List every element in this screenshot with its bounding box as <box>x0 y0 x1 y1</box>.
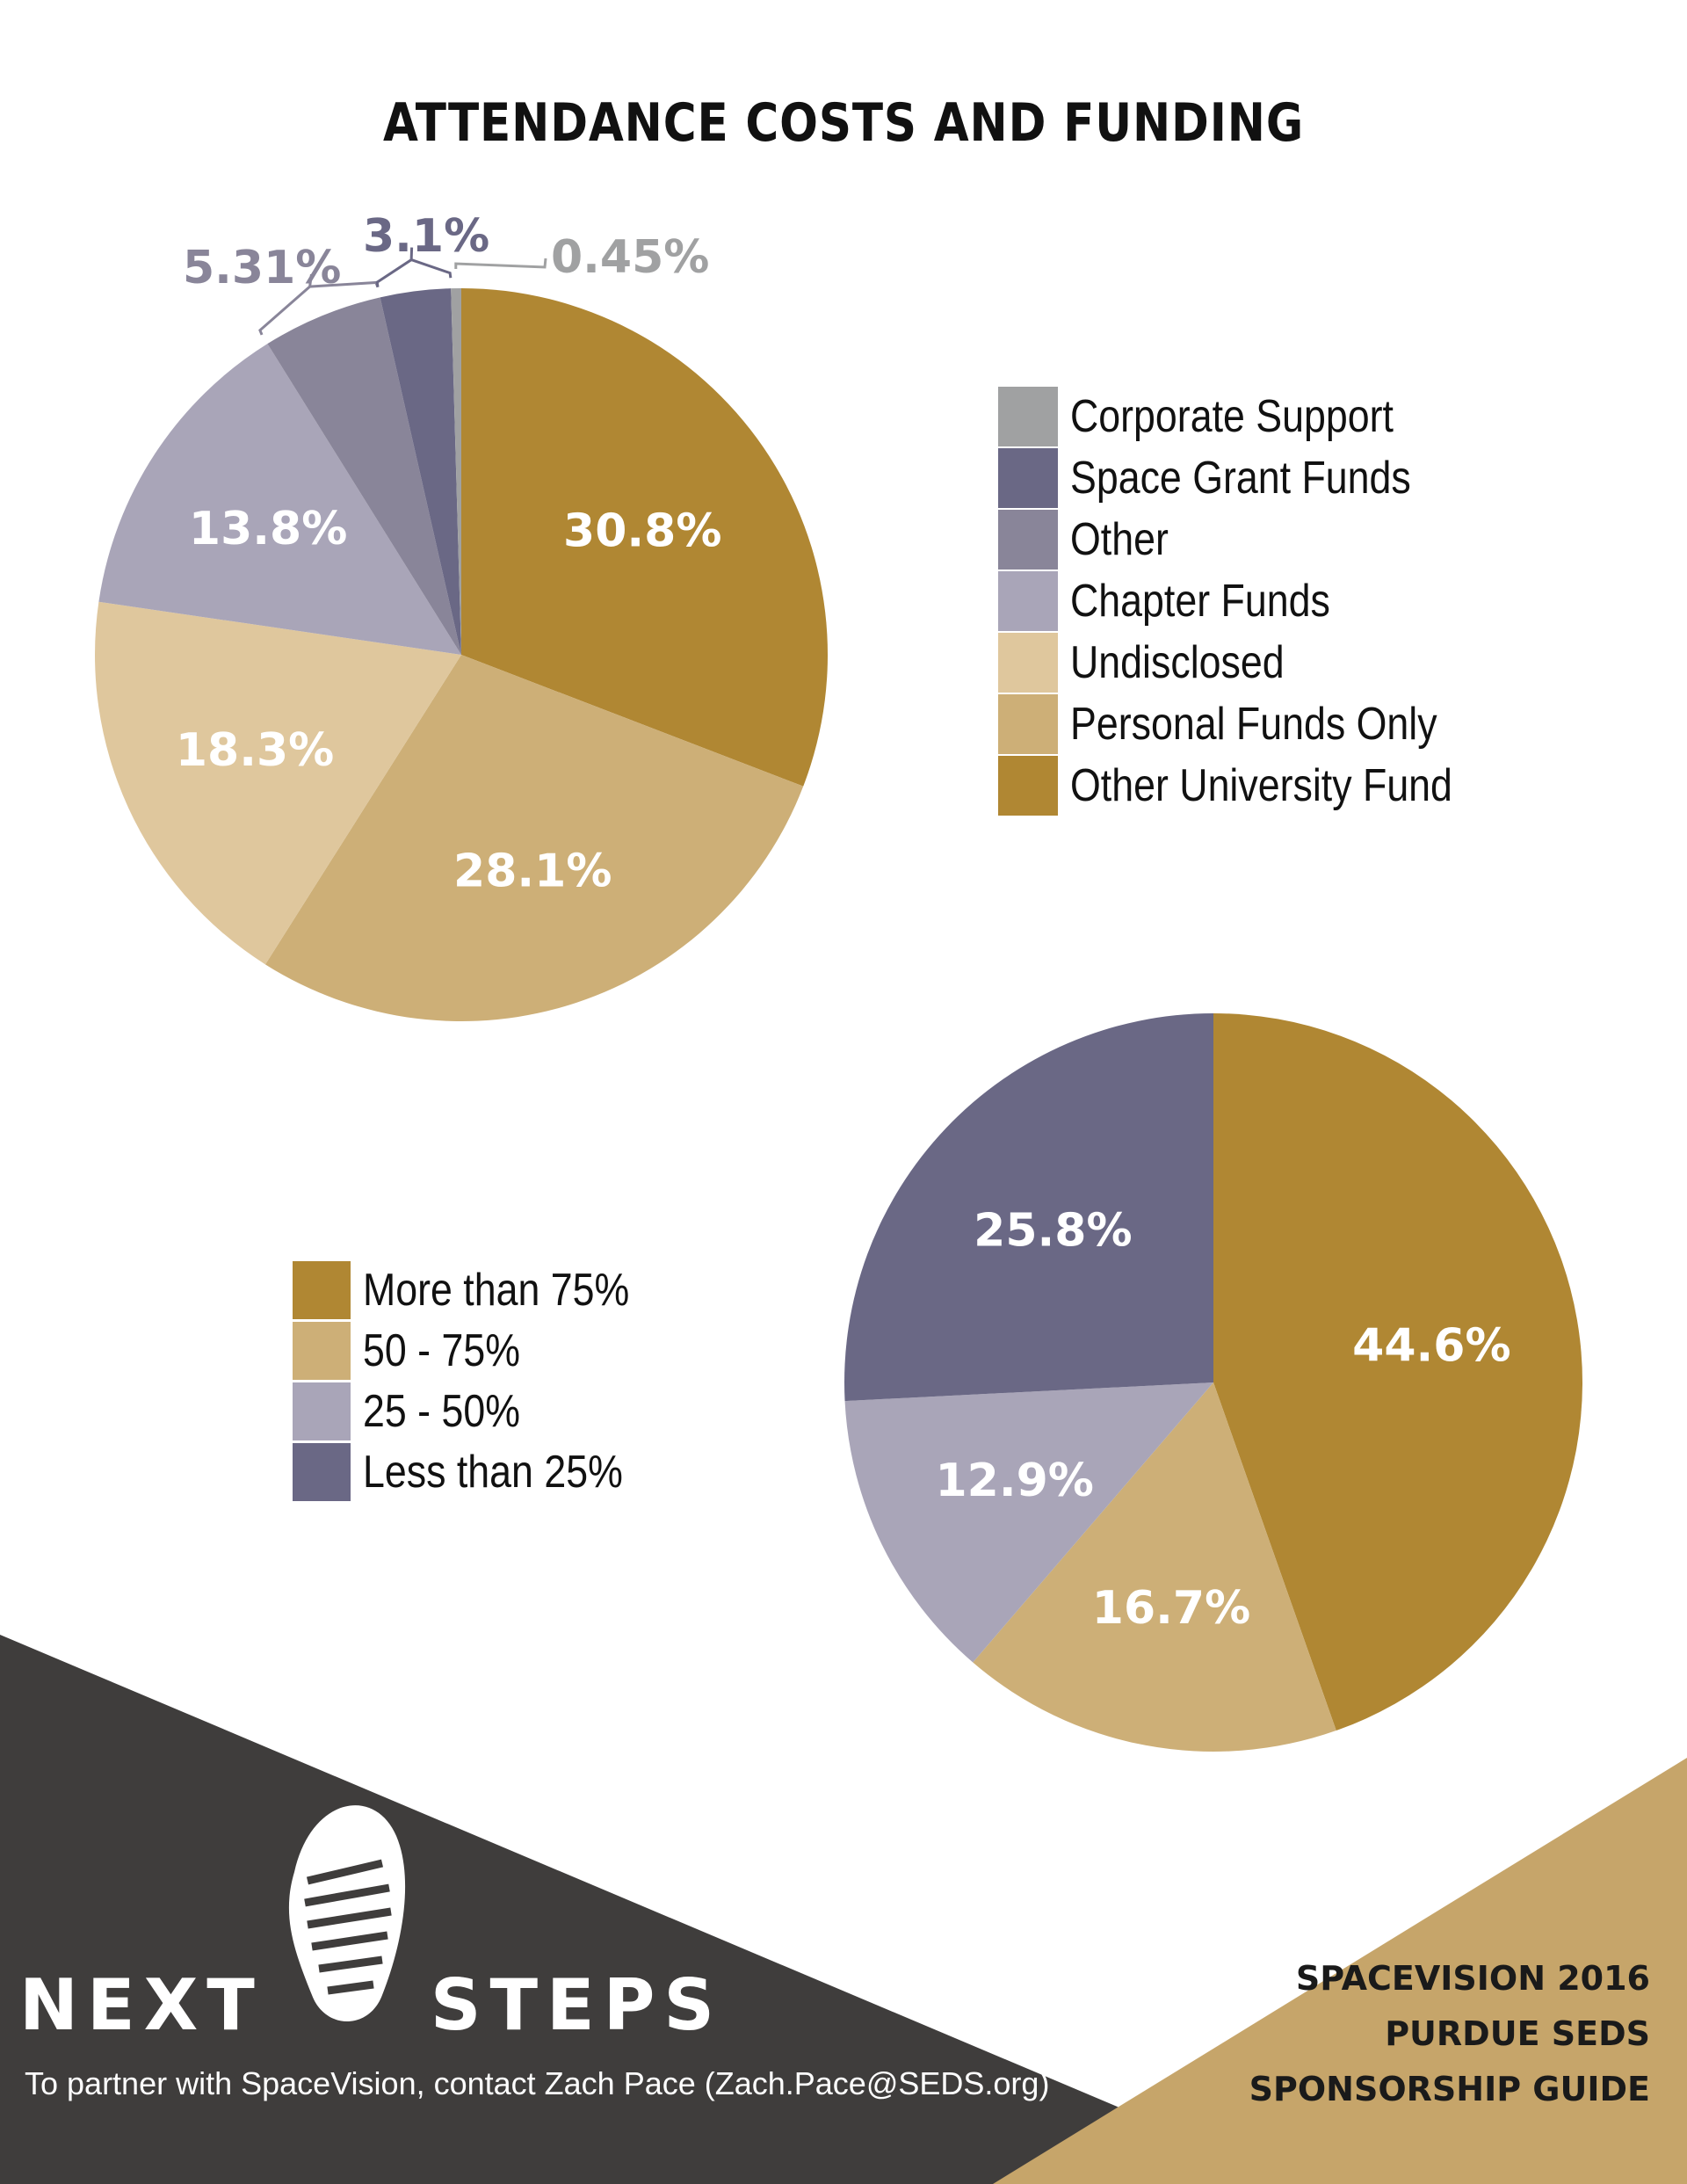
legend-swatch <box>998 448 1058 508</box>
guide-line-title: SPONSORSHIP GUIDE <box>1249 2070 1650 2108</box>
legend-item-personal-funds-only: Personal Funds Only <box>998 694 1497 754</box>
legend-item-corporate-support: Corporate Support <box>998 387 1446 446</box>
legend-item-space-grant-funds: Space Grant Funds <box>998 448 1466 508</box>
legend-label: Space Grant Funds <box>1070 453 1411 504</box>
pie-slice-corporate-support <box>451 288 461 655</box>
legend-item-other: Other <box>998 510 1184 570</box>
pie-slice-25-50 <box>844 1382 1213 1663</box>
next-steps-logo: NEXT STEPS <box>19 1964 723 2046</box>
legend-label: More than 75% <box>363 1265 630 1316</box>
legend-label: Less than 25% <box>363 1447 623 1498</box>
legend-item-other-university-fund: Other University Fund <box>998 756 1515 816</box>
callout-label-other: 5.31% <box>183 242 341 294</box>
sponsorship-guide-block: SPACEVISION 2016 PURDUE SEDS SPONSORSHIP… <box>1249 1951 1650 2117</box>
legend-swatch <box>293 1322 351 1380</box>
legend-item-50-75: 50 - 75% <box>293 1322 546 1380</box>
legend-label: 50 - 75% <box>363 1325 521 1376</box>
legend-label: Corporate Support <box>1070 391 1394 442</box>
legend-item-chapter-funds: Chapter Funds <box>998 571 1372 631</box>
brand-steps: STEPS <box>430 1964 723 2046</box>
pie-slice-other-university-fund <box>461 288 828 787</box>
slice-label-chapter-funds: 13.8% <box>189 503 347 555</box>
callout-bracket-corporate-support <box>454 258 547 270</box>
legend-swatch <box>998 633 1058 693</box>
pie-slice-undisclosed <box>94 601 461 965</box>
pie-slice-more-than-75 <box>1213 1013 1582 1731</box>
legend-item-less-than-25: Less than 25% <box>293 1443 665 1501</box>
funding-sources-legend: Corporate Support Space Grant Funds Other C… <box>998 387 1525 826</box>
pie-slice-other <box>267 297 461 655</box>
slice-label-personal-funds-only: 28.1% <box>453 845 612 897</box>
slice-label-undisclosed: 18.3% <box>176 724 334 777</box>
callout-bracket-space-grant-funds <box>375 247 453 287</box>
pie-slice-chapter-funds <box>98 344 462 655</box>
slice-label-50-75: 16.7% <box>1092 1582 1250 1635</box>
legend-label: Personal Funds Only <box>1070 699 1437 750</box>
slice-label-other-university-fund: 30.8% <box>563 504 721 557</box>
legend-label: Chapter Funds <box>1070 576 1330 627</box>
pie-slice-50-75 <box>973 1382 1336 1752</box>
slice-label-less-than-25: 25.8% <box>974 1204 1132 1257</box>
legend-label: Undisclosed <box>1070 637 1285 688</box>
contact-line: To partner with SpaceVision, contact Zac… <box>25 2065 1050 2101</box>
pie-slice-personal-funds-only <box>264 655 804 1021</box>
legend-swatch <box>293 1261 351 1319</box>
legend-swatch <box>998 571 1058 631</box>
page-title: ATTENDANCE COSTS AND FUNDING <box>382 92 1305 154</box>
legend-swatch <box>998 387 1058 446</box>
legend-label: Other University Fund <box>1070 760 1452 811</box>
legend-swatch <box>998 756 1058 816</box>
legend-label: 25 - 50% <box>363 1386 521 1437</box>
legend-item-25-50: 25 - 50% <box>293 1382 546 1440</box>
brand-next: NEXT <box>19 1964 264 2046</box>
pie-slice-less-than-25 <box>844 1013 1213 1402</box>
guide-line-org: PURDUE SEDS <box>1385 2014 1650 2053</box>
slice-label-25-50: 12.9% <box>935 1455 1093 1507</box>
callout-label-corporate-support: 0.45% <box>551 231 709 284</box>
legend-swatch <box>998 510 1058 570</box>
cost-coverage-pie: 44.6% 16.7% 12.9% 25.8% <box>844 1013 1582 1752</box>
footer-dark-band <box>0 1635 1300 2184</box>
cost-coverage-legend: More than 75% 50 - 75% 25 - 50% Less than 2… <box>293 1261 749 1516</box>
funding-sources-pie: 30.8% 28.1% 18.3% 13.8% <box>94 288 828 1021</box>
footer-gold-band <box>993 1758 1687 2184</box>
legend-swatch <box>998 694 1058 754</box>
callout-label-space-grant-funds: 3.1% <box>363 210 489 263</box>
legend-item-more-than-75: More than 75% <box>293 1261 673 1319</box>
legend-item-undisclosed: Undisclosed <box>998 633 1319 693</box>
legend-swatch <box>293 1382 351 1440</box>
footprint-icon <box>288 1805 406 2021</box>
slice-label-more-than-75: 44.6% <box>1352 1319 1510 1372</box>
legend-swatch <box>293 1443 351 1501</box>
legend-label: Other <box>1070 514 1169 565</box>
small-slice-callouts: 5.31% 3.1% 0.45% <box>183 210 709 336</box>
guide-line-event: SPACEVISION 2016 <box>1295 1959 1650 1998</box>
pie-slice-space-grant-funds <box>380 288 461 655</box>
